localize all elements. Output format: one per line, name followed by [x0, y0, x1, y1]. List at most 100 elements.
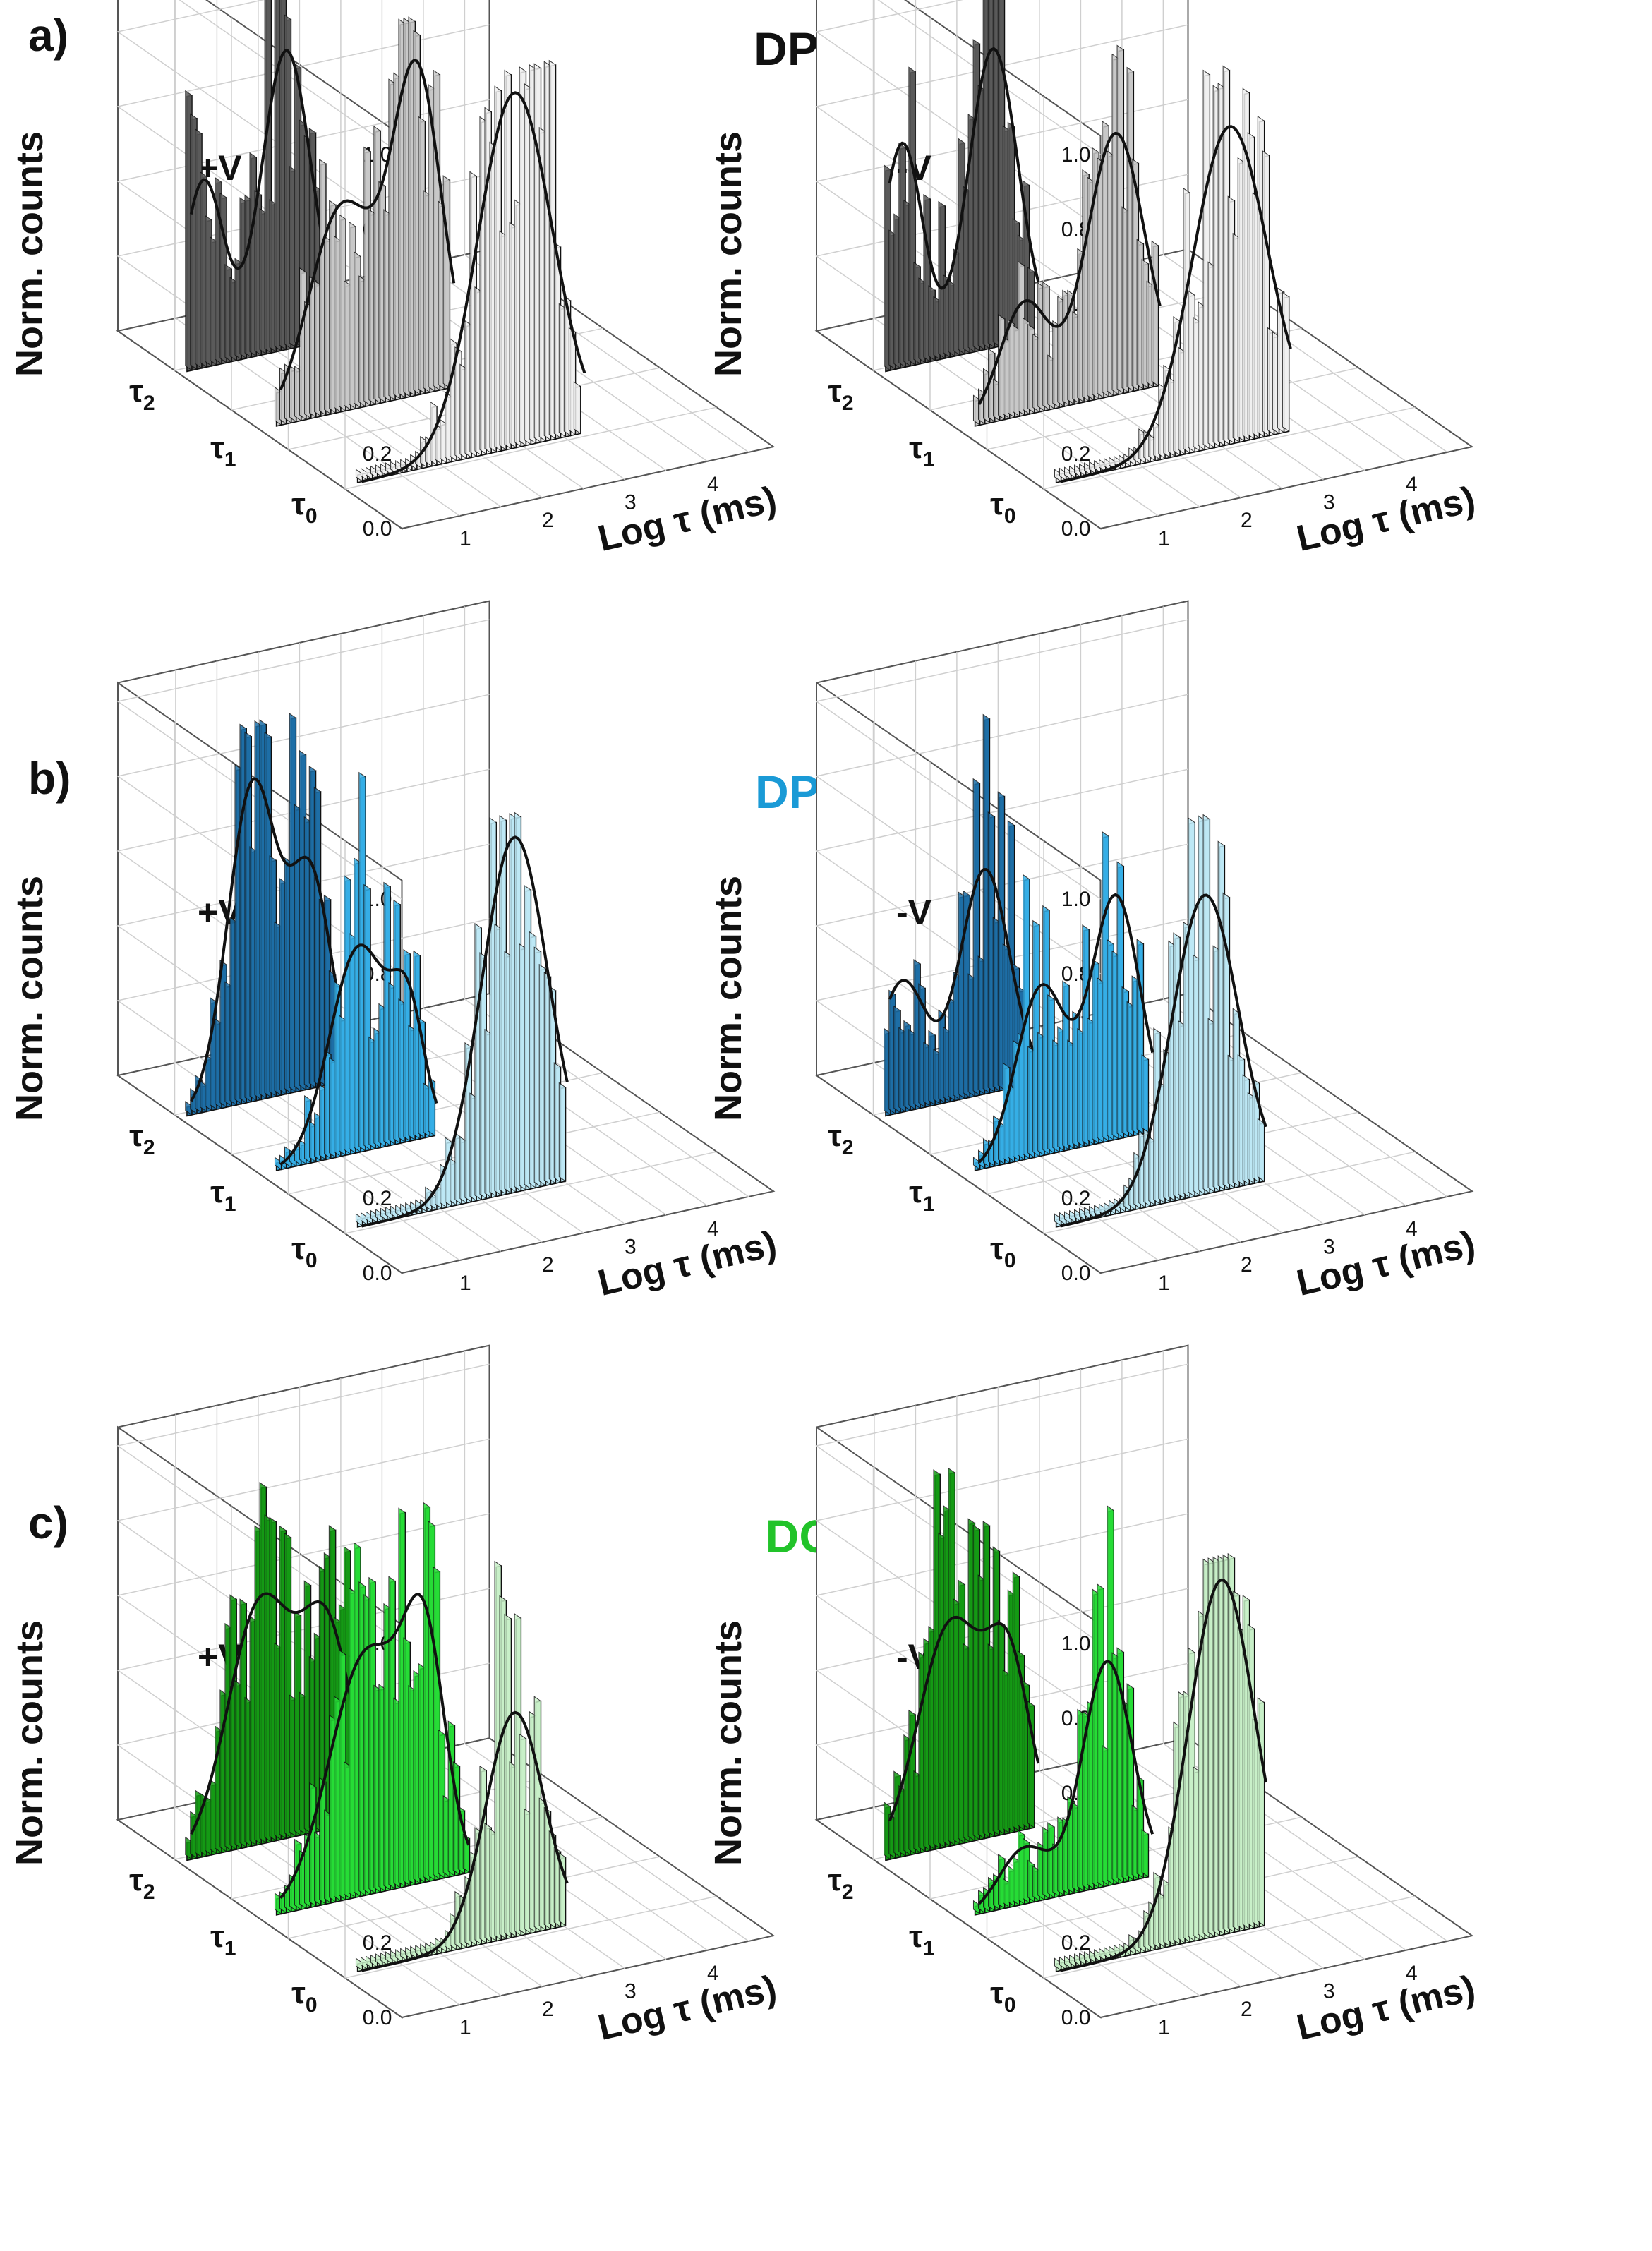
- series-tau0: [355, 811, 569, 1228]
- series-tau1: [972, 1505, 1154, 1916]
- x-gridline: [464, 606, 749, 1197]
- x-gridline: [175, 0, 460, 517]
- x-tick-label: 2: [1241, 509, 1253, 532]
- y-tick-label: 0.2: [1061, 1187, 1091, 1210]
- y-tick-label: 0.2: [363, 442, 392, 466]
- tau-label: τ1: [210, 1919, 236, 1960]
- tau-subscript: 2: [842, 1136, 854, 1159]
- fit-curve: [361, 1710, 569, 1972]
- tau-subscript: 1: [224, 1193, 236, 1216]
- y-gridline: [179, 0, 402, 155]
- y-tick-label: 0.2: [363, 1931, 392, 1955]
- tau-label: τ1: [909, 430, 934, 471]
- y-tick-label: 0.0: [1061, 1262, 1091, 1285]
- tau-subscript: 1: [224, 1937, 236, 1960]
- series-tau1: [274, 1502, 471, 1916]
- tau-label: τ0: [990, 1231, 1015, 1272]
- z-gridline: [1043, 1585, 1416, 1979]
- x-tick-label: 4: [707, 1962, 719, 1985]
- fit-curve: [279, 1593, 471, 1900]
- tau-subscript: 0: [1004, 1993, 1016, 2017]
- x-tick-label: 1: [459, 2016, 471, 2039]
- tau-label: τ0: [291, 1976, 317, 2017]
- tau-subscript: 2: [842, 1881, 854, 1904]
- panel-label-a: a): [28, 10, 68, 61]
- tau-subscript: 1: [923, 1937, 935, 1960]
- fit-curve: [361, 91, 586, 483]
- y-axis-label: Norm. counts: [707, 876, 749, 1121]
- y-axis-label: Norm. counts: [707, 131, 749, 377]
- x-tick-label: 1: [459, 527, 471, 550]
- tau-label: τ0: [291, 1231, 317, 1272]
- tau-label: τ2: [129, 1863, 155, 1904]
- x-gridline: [175, 1414, 460, 2005]
- x-tick-label: 2: [1241, 1253, 1253, 1277]
- tau-label: τ1: [210, 1175, 236, 1216]
- fit-curve: [190, 777, 342, 1102]
- y-tick-label: 0.0: [1061, 517, 1091, 541]
- fit-curve: [978, 1660, 1154, 1905]
- fit-curve: [1060, 893, 1267, 1228]
- tau-label: τ2: [129, 374, 155, 415]
- x-axis-label: Log τ (ms): [1293, 1224, 1479, 1304]
- histogram-bar-side: [1141, 1829, 1149, 1878]
- x-tick-label: 1: [459, 1272, 471, 1295]
- tau-subscript: 1: [923, 1193, 935, 1216]
- fit-curve: [279, 59, 456, 391]
- tau-label: τ1: [909, 1175, 934, 1216]
- tau-label: τ2: [828, 374, 853, 415]
- y-gridline: [815, 1438, 1188, 1719]
- x-gridline: [423, 615, 708, 1207]
- tau-label: τ2: [828, 1863, 853, 1904]
- tau-subscript: 0: [306, 505, 318, 528]
- series-tau0: [1054, 814, 1267, 1228]
- y-tick-label: 1.0: [1061, 888, 1091, 911]
- y-tick-label: 0.0: [1061, 2006, 1091, 2029]
- tau-label: τ1: [909, 1919, 934, 1960]
- x-tick-label: 3: [1323, 1980, 1335, 2003]
- tau-label: τ0: [990, 487, 1015, 528]
- tau-subscript: 1: [224, 448, 236, 471]
- x-tick-label: 2: [542, 1998, 554, 2021]
- fit-curve: [978, 893, 1154, 1164]
- series-tau0: [1054, 1552, 1267, 1972]
- x-axis-label: Log τ (ms): [1293, 479, 1479, 560]
- x-gridline: [1080, 624, 1365, 1216]
- panel-label-b: b): [28, 753, 71, 804]
- x-tick-label: 1: [1158, 1272, 1170, 1295]
- x-tick-label: 3: [625, 1980, 637, 2003]
- series-tau1: [274, 771, 438, 1171]
- axis-frame: [116, 1344, 776, 2019]
- tau-label: τ1: [210, 430, 236, 471]
- x-gridline: [464, 0, 749, 453]
- series-tau2: [185, 0, 324, 373]
- fit-curve: [1060, 1578, 1267, 1972]
- tau-subscript: 1: [923, 448, 935, 471]
- y-gridline: [815, 1662, 1188, 1943]
- x-tick-label: 3: [1323, 491, 1335, 514]
- tau-subscript: 2: [143, 1881, 155, 1904]
- y-axis-label: Norm. counts: [8, 1620, 51, 1866]
- y-tick-label: 0.2: [1061, 1931, 1091, 1955]
- series-tau0: [1054, 65, 1292, 483]
- x-gridline: [1162, 0, 1448, 453]
- y-gridline: [815, 1363, 1188, 1644]
- tau-subscript: 2: [842, 392, 854, 415]
- fit-curve: [1060, 125, 1292, 483]
- panel-label-c: c): [28, 1497, 68, 1548]
- fit-curve: [977, 131, 1162, 405]
- x-gridline: [1162, 1351, 1448, 1942]
- tau-subscript: 0: [306, 1993, 318, 2017]
- x-gridline: [1162, 606, 1448, 1197]
- x-tick-label: 2: [542, 1253, 554, 1277]
- tau-label: τ2: [129, 1118, 155, 1159]
- fit-curve: [279, 943, 438, 1166]
- x-tick-label: 2: [542, 509, 554, 532]
- x-tick-label: 4: [707, 473, 719, 496]
- series-tau1: [972, 44, 1162, 427]
- series-tau0: [355, 59, 586, 483]
- x-tick-label: 1: [1158, 527, 1170, 550]
